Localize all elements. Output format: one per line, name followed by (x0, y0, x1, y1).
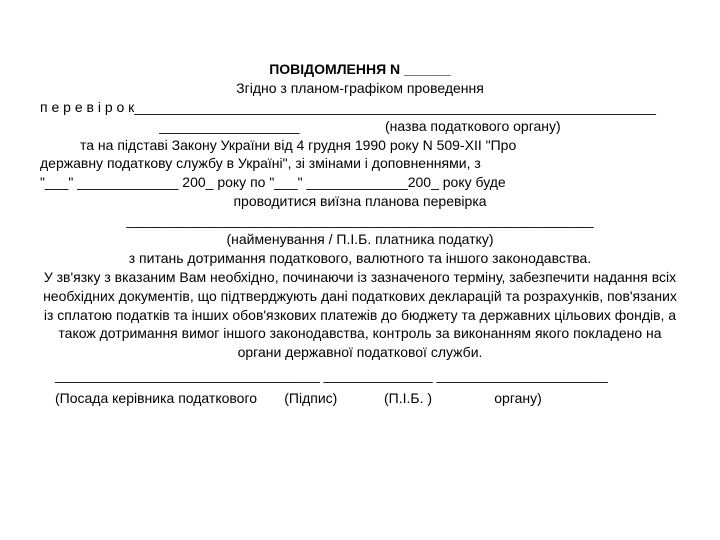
intro-line-2: п е р е в і р о к_______________________… (20, 98, 700, 117)
document-page: ПОВІДОМЛЕННЯ N ______ Згідно з планом-гр… (0, 0, 720, 428)
caption-scope: з питань дотримання податкового, валютно… (60, 249, 660, 268)
title: ПОВІДОМЛЕННЯ N ______ (20, 60, 700, 79)
body1-line4: проводитися виїзна планова перевірка (20, 192, 700, 211)
caption-tax-body: (назва податкового органу) (385, 118, 561, 134)
body1-line2: державну податкову службу в Україні", зі… (20, 154, 700, 173)
intro-line-3: __________________ (назва податкового ор… (20, 117, 700, 136)
long-underline-1: ________________________________________… (20, 211, 700, 230)
signature-line: __________________________________ _____… (20, 366, 700, 385)
body1-line3: "___" _____________ 200_ року по "___" _… (20, 173, 700, 192)
intro-line-1: Згідно з планом-графіком проведення (20, 79, 700, 98)
body-paragraph-2: У зв'язку з вказаним Вам необхідно, почи… (40, 268, 680, 362)
caption-payer: (найменування / П.І.Б. платника податку) (60, 230, 660, 249)
blank-short: __________________ (159, 118, 299, 134)
body1-line1: та на підставі Закону України від 4 груд… (20, 136, 700, 155)
signature-caption: (Посада керівника податкового (Підпис) (… (20, 389, 700, 408)
